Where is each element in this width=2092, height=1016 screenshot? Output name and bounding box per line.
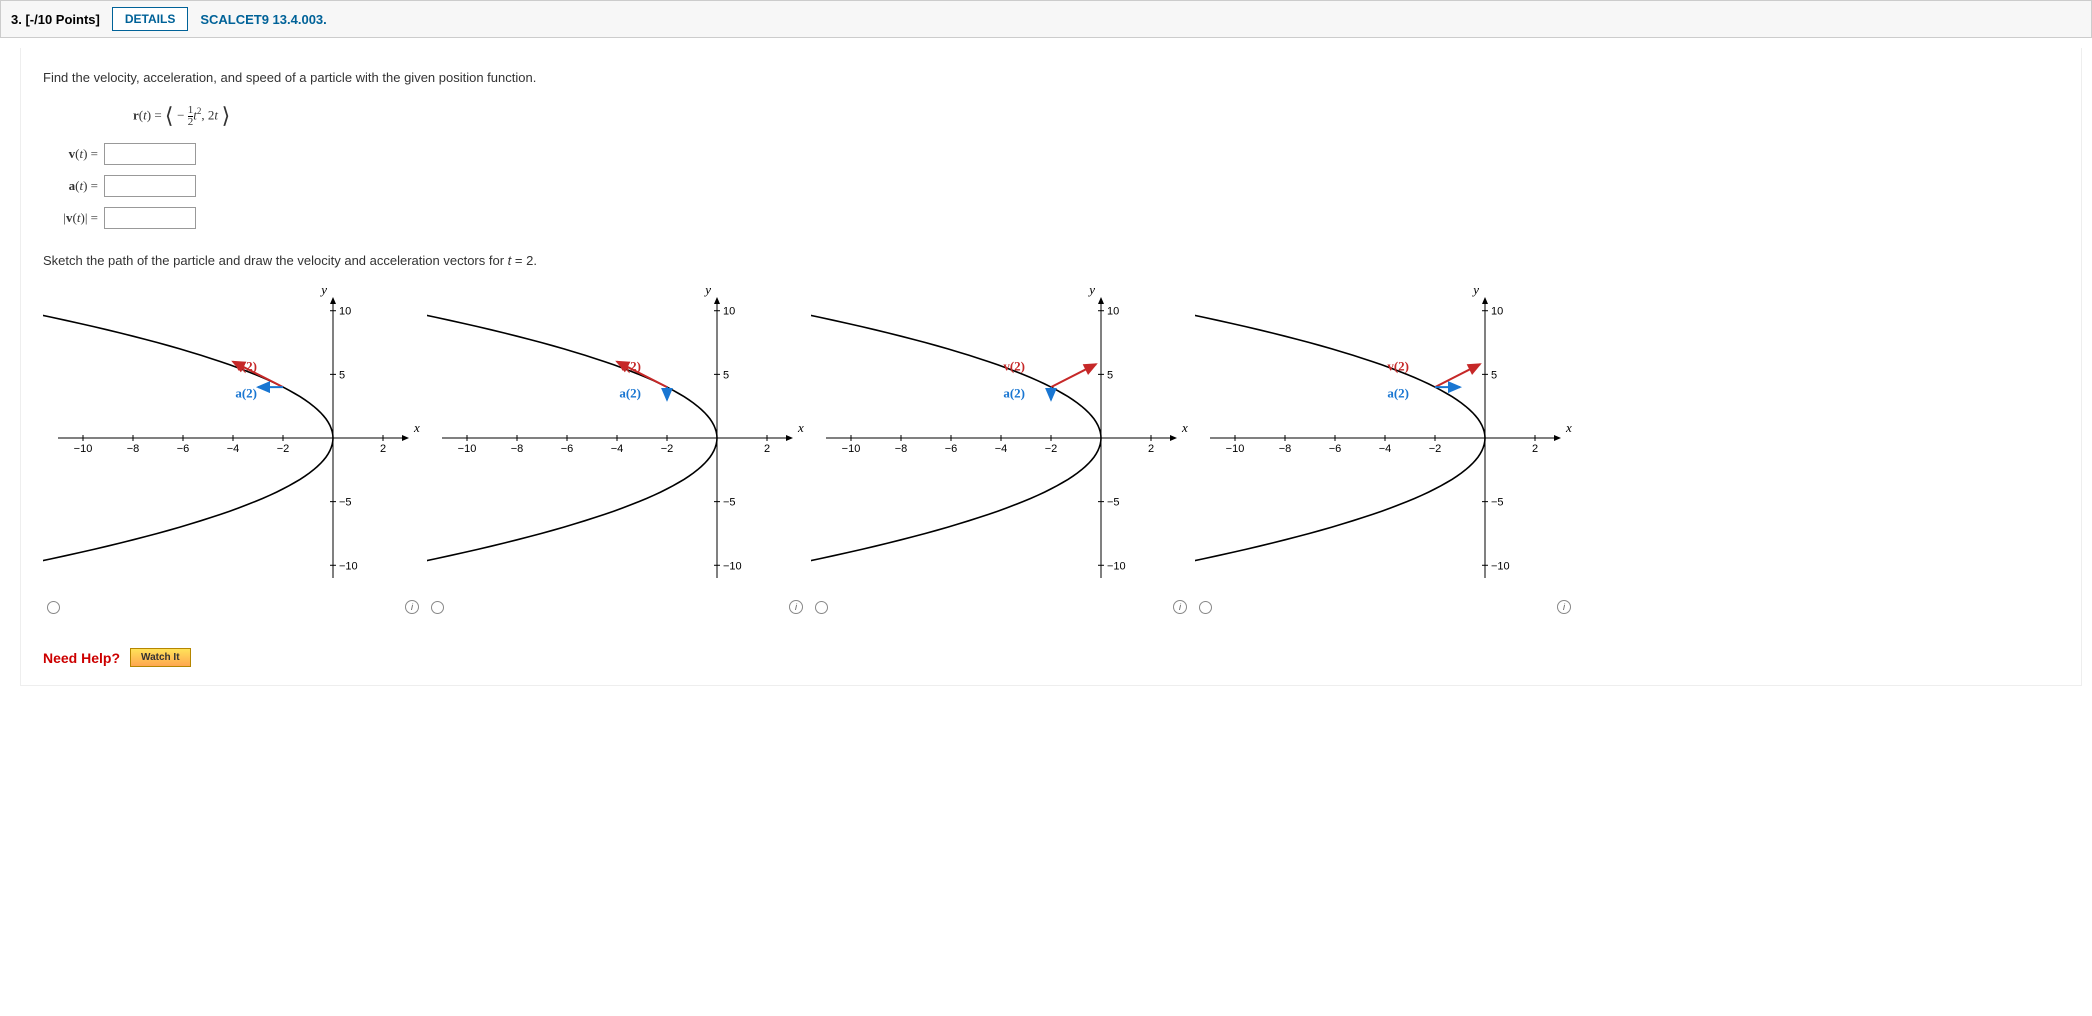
svg-text:−4: −4 [611, 443, 624, 455]
svg-text:10: 10 [1107, 306, 1119, 318]
svg-text:−8: −8 [511, 443, 524, 455]
svg-text:−2: −2 [661, 443, 674, 455]
svg-text:y: y [703, 282, 711, 297]
answer-input[interactable] [104, 143, 196, 165]
svg-text:10: 10 [1491, 306, 1503, 318]
svg-text:−10: −10 [723, 560, 742, 572]
svg-text:−2: −2 [277, 443, 290, 455]
svg-text:−5: −5 [1107, 497, 1120, 509]
svg-text:−4: −4 [227, 443, 240, 455]
graph-option: −10 −8 −6 −4 −2 2 −10 −5 5 10 x y v(2) a(2) i [811, 278, 1191, 614]
svg-text:y: y [1471, 282, 1479, 297]
answer-row: v(t) = [43, 143, 2059, 165]
answer-lhs: v(t) = [43, 146, 98, 162]
graph-option: −10 −8 −6 −4 −2 2 −10 −5 5 10 x y v(2) a(2) i [43, 278, 423, 614]
graph-svg: −10 −8 −6 −4 −2 2 −10 −5 5 10 x y v(2) a(2) [811, 278, 1191, 598]
subprompt-text: Sketch the path of the particle and draw… [43, 253, 2059, 268]
svg-text:−4: −4 [995, 443, 1008, 455]
graph-radio[interactable] [431, 601, 444, 614]
question-header: 3. [-/10 Points] DETAILS SCALCET9 13.4.0… [0, 0, 2092, 38]
svg-text:−10: −10 [458, 443, 477, 455]
answer-lhs: a(t) = [43, 178, 98, 194]
svg-text:v(2): v(2) [235, 359, 257, 374]
svg-text:x: x [1565, 420, 1572, 435]
svg-text:v(2): v(2) [619, 359, 641, 374]
assignment-code: SCALCET9 13.4.003. [200, 12, 326, 27]
svg-text:−5: −5 [339, 497, 352, 509]
info-icon[interactable]: i [1557, 600, 1571, 614]
svg-text:−6: −6 [561, 443, 574, 455]
svg-text:5: 5 [1107, 369, 1113, 381]
svg-text:−10: −10 [74, 443, 93, 455]
svg-text:2: 2 [1148, 443, 1154, 455]
svg-text:−10: −10 [1491, 560, 1510, 572]
svg-text:−10: −10 [339, 560, 358, 572]
svg-text:−10: −10 [1226, 443, 1245, 455]
need-help-label: Need Help? [43, 650, 120, 666]
answer-input[interactable] [104, 207, 196, 229]
question-number: 3. [-/10 Points] [11, 12, 100, 27]
info-icon[interactable]: i [405, 600, 419, 614]
svg-text:x: x [1181, 420, 1188, 435]
svg-text:−8: −8 [1279, 443, 1292, 455]
qpoints: [-/10 Points] [25, 12, 99, 27]
svg-text:y: y [1087, 282, 1095, 297]
info-icon[interactable]: i [1173, 600, 1187, 614]
graph-option: −10 −8 −6 −4 −2 2 −10 −5 5 10 x y v(2) a(2) i [1195, 278, 1575, 614]
prompt-text: Find the velocity, acceleration, and spe… [43, 70, 2059, 85]
graph-radio[interactable] [1199, 601, 1212, 614]
svg-text:2: 2 [380, 443, 386, 455]
svg-text:−8: −8 [127, 443, 140, 455]
svg-text:−2: −2 [1429, 443, 1442, 455]
svg-text:−10: −10 [842, 443, 861, 455]
position-function: r(t) = ⟨ − 1 2 t2, 2t ⟩ [133, 103, 2059, 129]
graph-radio[interactable] [815, 601, 828, 614]
graph-option: −10 −8 −6 −4 −2 2 −10 −5 5 10 x y v(2) a(2) i [427, 278, 807, 614]
svg-text:a(2): a(2) [619, 385, 641, 400]
svg-text:−2: −2 [1045, 443, 1058, 455]
graph-radio[interactable] [47, 601, 60, 614]
svg-text:−5: −5 [723, 497, 736, 509]
svg-text:10: 10 [723, 306, 735, 318]
graph-svg: −10 −8 −6 −4 −2 2 −10 −5 5 10 x y v(2) a(2) [1195, 278, 1575, 598]
svg-text:−10: −10 [1107, 560, 1126, 572]
answer-lhs: |v(t)| = [43, 210, 98, 226]
graph-options-row: −10 −8 −6 −4 −2 2 −10 −5 5 10 x y v(2) a(2) i −10 −8 −6 −4… [43, 278, 2059, 614]
qnum: 3. [11, 12, 22, 27]
svg-text:−6: −6 [945, 443, 958, 455]
svg-text:a(2): a(2) [235, 385, 257, 400]
details-button[interactable]: DETAILS [112, 7, 188, 31]
svg-text:a(2): a(2) [1003, 385, 1025, 400]
svg-text:v(2): v(2) [1387, 359, 1409, 374]
answer-row: |v(t)| = [43, 207, 2059, 229]
svg-text:−4: −4 [1379, 443, 1392, 455]
info-icon[interactable]: i [789, 600, 803, 614]
svg-text:10: 10 [339, 306, 351, 318]
svg-text:2: 2 [764, 443, 770, 455]
svg-text:−6: −6 [177, 443, 190, 455]
svg-text:−6: −6 [1329, 443, 1342, 455]
watch-it-button[interactable]: Watch It [130, 648, 191, 667]
answer-row: a(t) = [43, 175, 2059, 197]
svg-text:x: x [797, 420, 804, 435]
svg-text:2: 2 [1532, 443, 1538, 455]
graph-svg: −10 −8 −6 −4 −2 2 −10 −5 5 10 x y v(2) a(2) [43, 278, 423, 598]
svg-text:a(2): a(2) [1387, 385, 1409, 400]
svg-text:y: y [319, 282, 327, 297]
svg-text:−5: −5 [1491, 497, 1504, 509]
svg-text:v(2): v(2) [1003, 359, 1025, 374]
question-body: Find the velocity, acceleration, and spe… [20, 48, 2082, 686]
svg-text:5: 5 [339, 369, 345, 381]
svg-text:5: 5 [723, 369, 729, 381]
svg-text:x: x [413, 420, 420, 435]
graph-svg: −10 −8 −6 −4 −2 2 −10 −5 5 10 x y v(2) a(2) [427, 278, 807, 598]
answer-input[interactable] [104, 175, 196, 197]
need-help-row: Need Help? Watch It [43, 648, 2059, 667]
svg-text:5: 5 [1491, 369, 1497, 381]
svg-text:−8: −8 [895, 443, 908, 455]
